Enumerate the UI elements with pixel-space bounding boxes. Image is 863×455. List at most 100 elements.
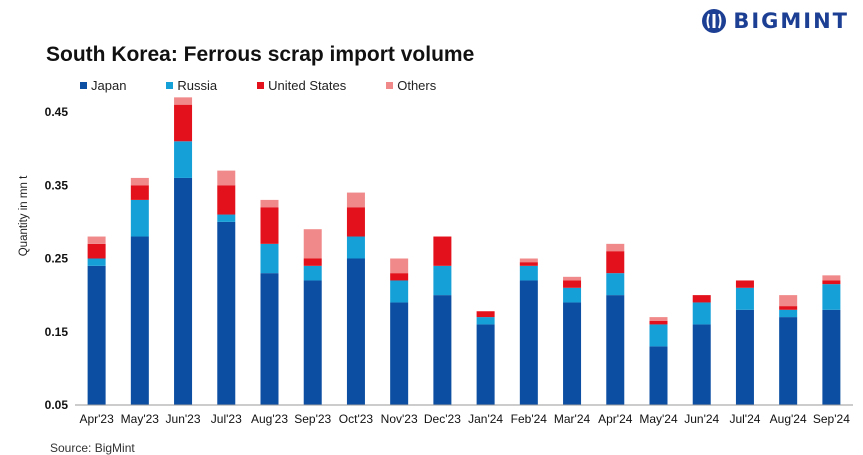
bar-others	[303, 229, 322, 259]
legend-swatch	[386, 82, 394, 89]
bar-others	[390, 258, 409, 274]
x-tick-label: Jun'23	[166, 412, 201, 426]
bar-russia	[260, 243, 279, 274]
bar-united-states	[606, 251, 625, 274]
bar-united-states	[779, 306, 798, 310]
x-tick-label: Aug'24	[770, 412, 807, 426]
legend-label: United States	[268, 78, 347, 93]
x-tick-label: Oct'23	[339, 412, 374, 426]
x-tick-label: Dec'23	[424, 412, 461, 426]
bar-russia	[433, 265, 452, 296]
bar-japan	[779, 317, 798, 405]
x-tick-label: May'23	[121, 412, 160, 426]
bar-japan	[390, 302, 409, 405]
bar-united-states	[692, 295, 711, 303]
x-tick-label: Jul'23	[211, 412, 242, 426]
x-tick-label: Sep'24	[813, 412, 850, 426]
x-tick-label: Aug'23	[251, 412, 288, 426]
bar-japan	[692, 324, 711, 405]
bar-russia	[130, 199, 149, 237]
bar-others	[519, 258, 538, 263]
bar-united-states	[563, 280, 582, 288]
legend-swatch	[166, 82, 174, 89]
bar-others	[822, 275, 841, 281]
bar-japan	[735, 309, 754, 405]
bar-russia	[735, 287, 754, 310]
x-tick-label: Jul'24	[729, 412, 760, 426]
bar-russia	[87, 258, 106, 266]
x-tick-label: May'24	[639, 412, 678, 426]
bar-united-states	[433, 236, 452, 266]
bar-russia	[563, 287, 582, 303]
bar-japan	[174, 177, 193, 405]
bar-united-states	[390, 273, 409, 281]
legend-item-others: Others	[386, 78, 436, 93]
bar-united-states	[217, 185, 236, 215]
bar-russia	[519, 265, 538, 281]
bar-japan	[87, 265, 106, 405]
x-tick-label: Jan'24	[468, 412, 503, 426]
x-tick-label: Jun'24	[684, 412, 719, 426]
bar-japan	[260, 273, 279, 405]
bar-japan	[433, 295, 452, 405]
bar-russia	[649, 324, 668, 347]
bar-others	[87, 236, 106, 244]
bar-russia	[779, 309, 798, 318]
bar-japan	[346, 258, 365, 405]
brand-name: BIGMINT	[733, 9, 849, 33]
legend-item-russia: Russia	[166, 78, 217, 93]
bar-japan	[606, 295, 625, 405]
bar-russia	[217, 214, 236, 222]
bar-united-states	[87, 243, 106, 259]
brand-logo: BIGMINT	[701, 8, 849, 34]
bar-united-states	[519, 262, 538, 266]
legend-label: Japan	[91, 78, 127, 93]
legend-swatch	[257, 82, 265, 89]
bar-united-states	[476, 311, 495, 318]
legend-item-japan: Japan	[80, 78, 126, 93]
y-tick-label: 0.35	[45, 178, 69, 192]
bar-others	[174, 97, 193, 105]
legend-label: Russia	[177, 78, 218, 93]
bar-others	[649, 317, 668, 321]
chart-title: South Korea: Ferrous scrap import volume	[46, 43, 475, 66]
legend-item-united-states: United States	[257, 78, 346, 93]
x-tick-label: Mar'24	[554, 412, 591, 426]
bar-others	[130, 177, 149, 186]
bar-russia	[822, 284, 841, 310]
bar-united-states	[260, 207, 279, 244]
bar-japan	[563, 302, 582, 405]
y-tick-label: 0.25	[45, 252, 69, 266]
bar-japan	[519, 280, 538, 405]
bar-japan	[130, 236, 149, 405]
legend-swatch	[80, 82, 87, 89]
y-tick-label: 0.15	[45, 325, 69, 339]
bar-others	[217, 170, 236, 186]
brand-emblem-icon	[702, 9, 727, 33]
bar-russia	[174, 141, 193, 178]
y-tick-label: 0.45	[45, 105, 69, 119]
bar-russia	[303, 265, 322, 281]
source-note: Source: BigMint	[50, 441, 135, 455]
x-tick-label: Sep'23	[294, 412, 331, 426]
legend-label: Others	[397, 78, 437, 93]
bar-others	[346, 192, 365, 208]
bar-russia	[606, 273, 625, 296]
bar-united-states	[130, 185, 149, 200]
bar-others	[563, 276, 582, 281]
bar-united-states	[174, 104, 193, 142]
bar-united-states	[303, 258, 322, 266]
bar-united-states	[649, 320, 668, 325]
bar-russia	[390, 280, 409, 303]
bar-japan	[217, 221, 236, 405]
bar-others	[779, 295, 798, 307]
x-tick-label: Apr'24	[598, 412, 633, 426]
bar-russia	[346, 236, 365, 259]
x-tick-label: Apr'23	[79, 412, 114, 426]
y-tick-label: 0.05	[45, 398, 69, 412]
bar-japan	[822, 309, 841, 405]
bar-united-states	[822, 280, 841, 285]
bar-japan	[303, 280, 322, 405]
bar-others	[260, 199, 279, 208]
bar-others	[606, 243, 625, 252]
